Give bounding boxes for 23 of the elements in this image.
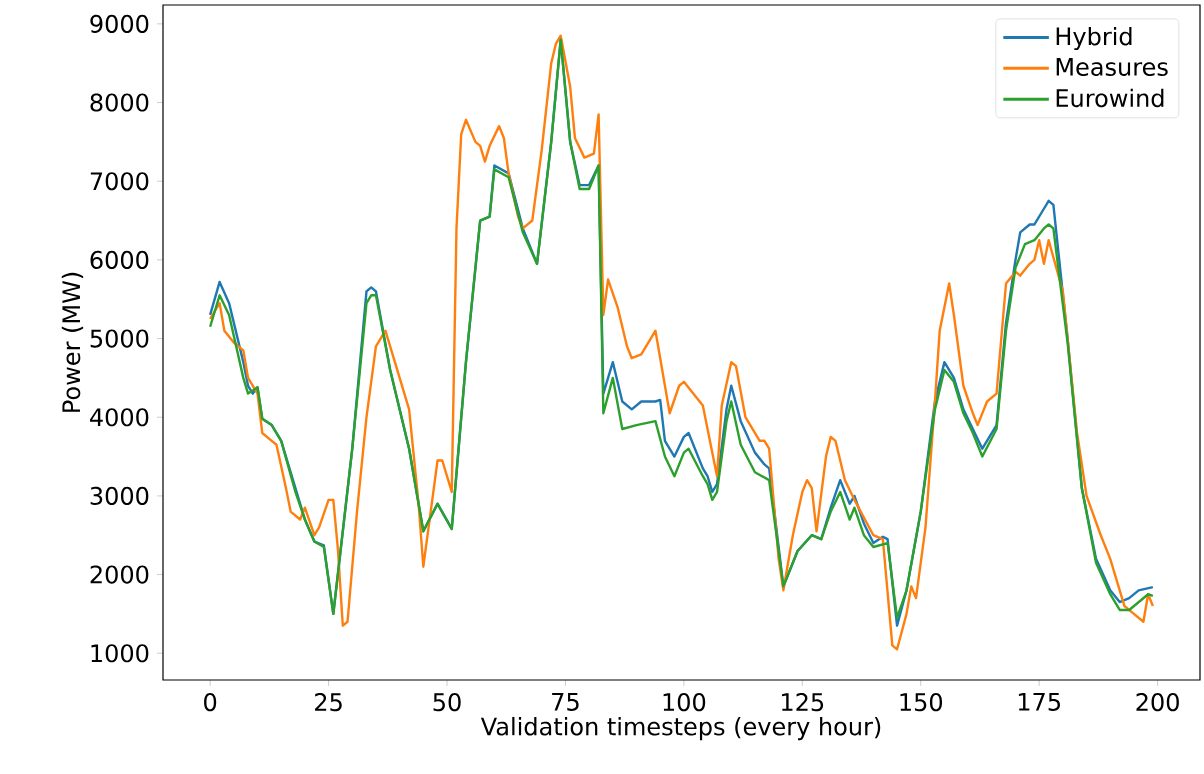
legend-label: Measures: [1056, 58, 1168, 76]
y-tick-label: 8000: [90, 93, 149, 112]
y-tick-label: 5000: [90, 329, 149, 348]
x-tick-label: 200: [1136, 693, 1179, 712]
x-tick-label: 125: [782, 693, 824, 712]
y-tick-label: 2000: [90, 565, 149, 584]
legend-label: Hybrid: [1056, 26, 1132, 51]
y-tick-label: 4000: [90, 408, 149, 427]
x-tick-label: 100: [663, 693, 706, 712]
y-tick-label: 3000: [90, 486, 149, 505]
x-axis-title: Validation timesteps (every hour): [480, 716, 881, 741]
y-tick-label: 1000: [91, 644, 149, 663]
y-tick-label: 9000: [90, 14, 149, 33]
x-tick-label: 150: [900, 693, 943, 712]
x-tick-label: 175: [1018, 693, 1060, 711]
x-tick-label: 75: [552, 693, 579, 711]
x-tick-label: 50: [433, 693, 461, 712]
legend-label: Eurowind: [1056, 88, 1164, 108]
y-axis-title: Power (MW): [61, 272, 84, 412]
x-tick-label: 0: [204, 693, 217, 712]
y-tick-label: 7000: [90, 172, 149, 191]
x-tick-label: 25: [315, 693, 342, 712]
y-tick-label: 6000: [90, 250, 149, 269]
